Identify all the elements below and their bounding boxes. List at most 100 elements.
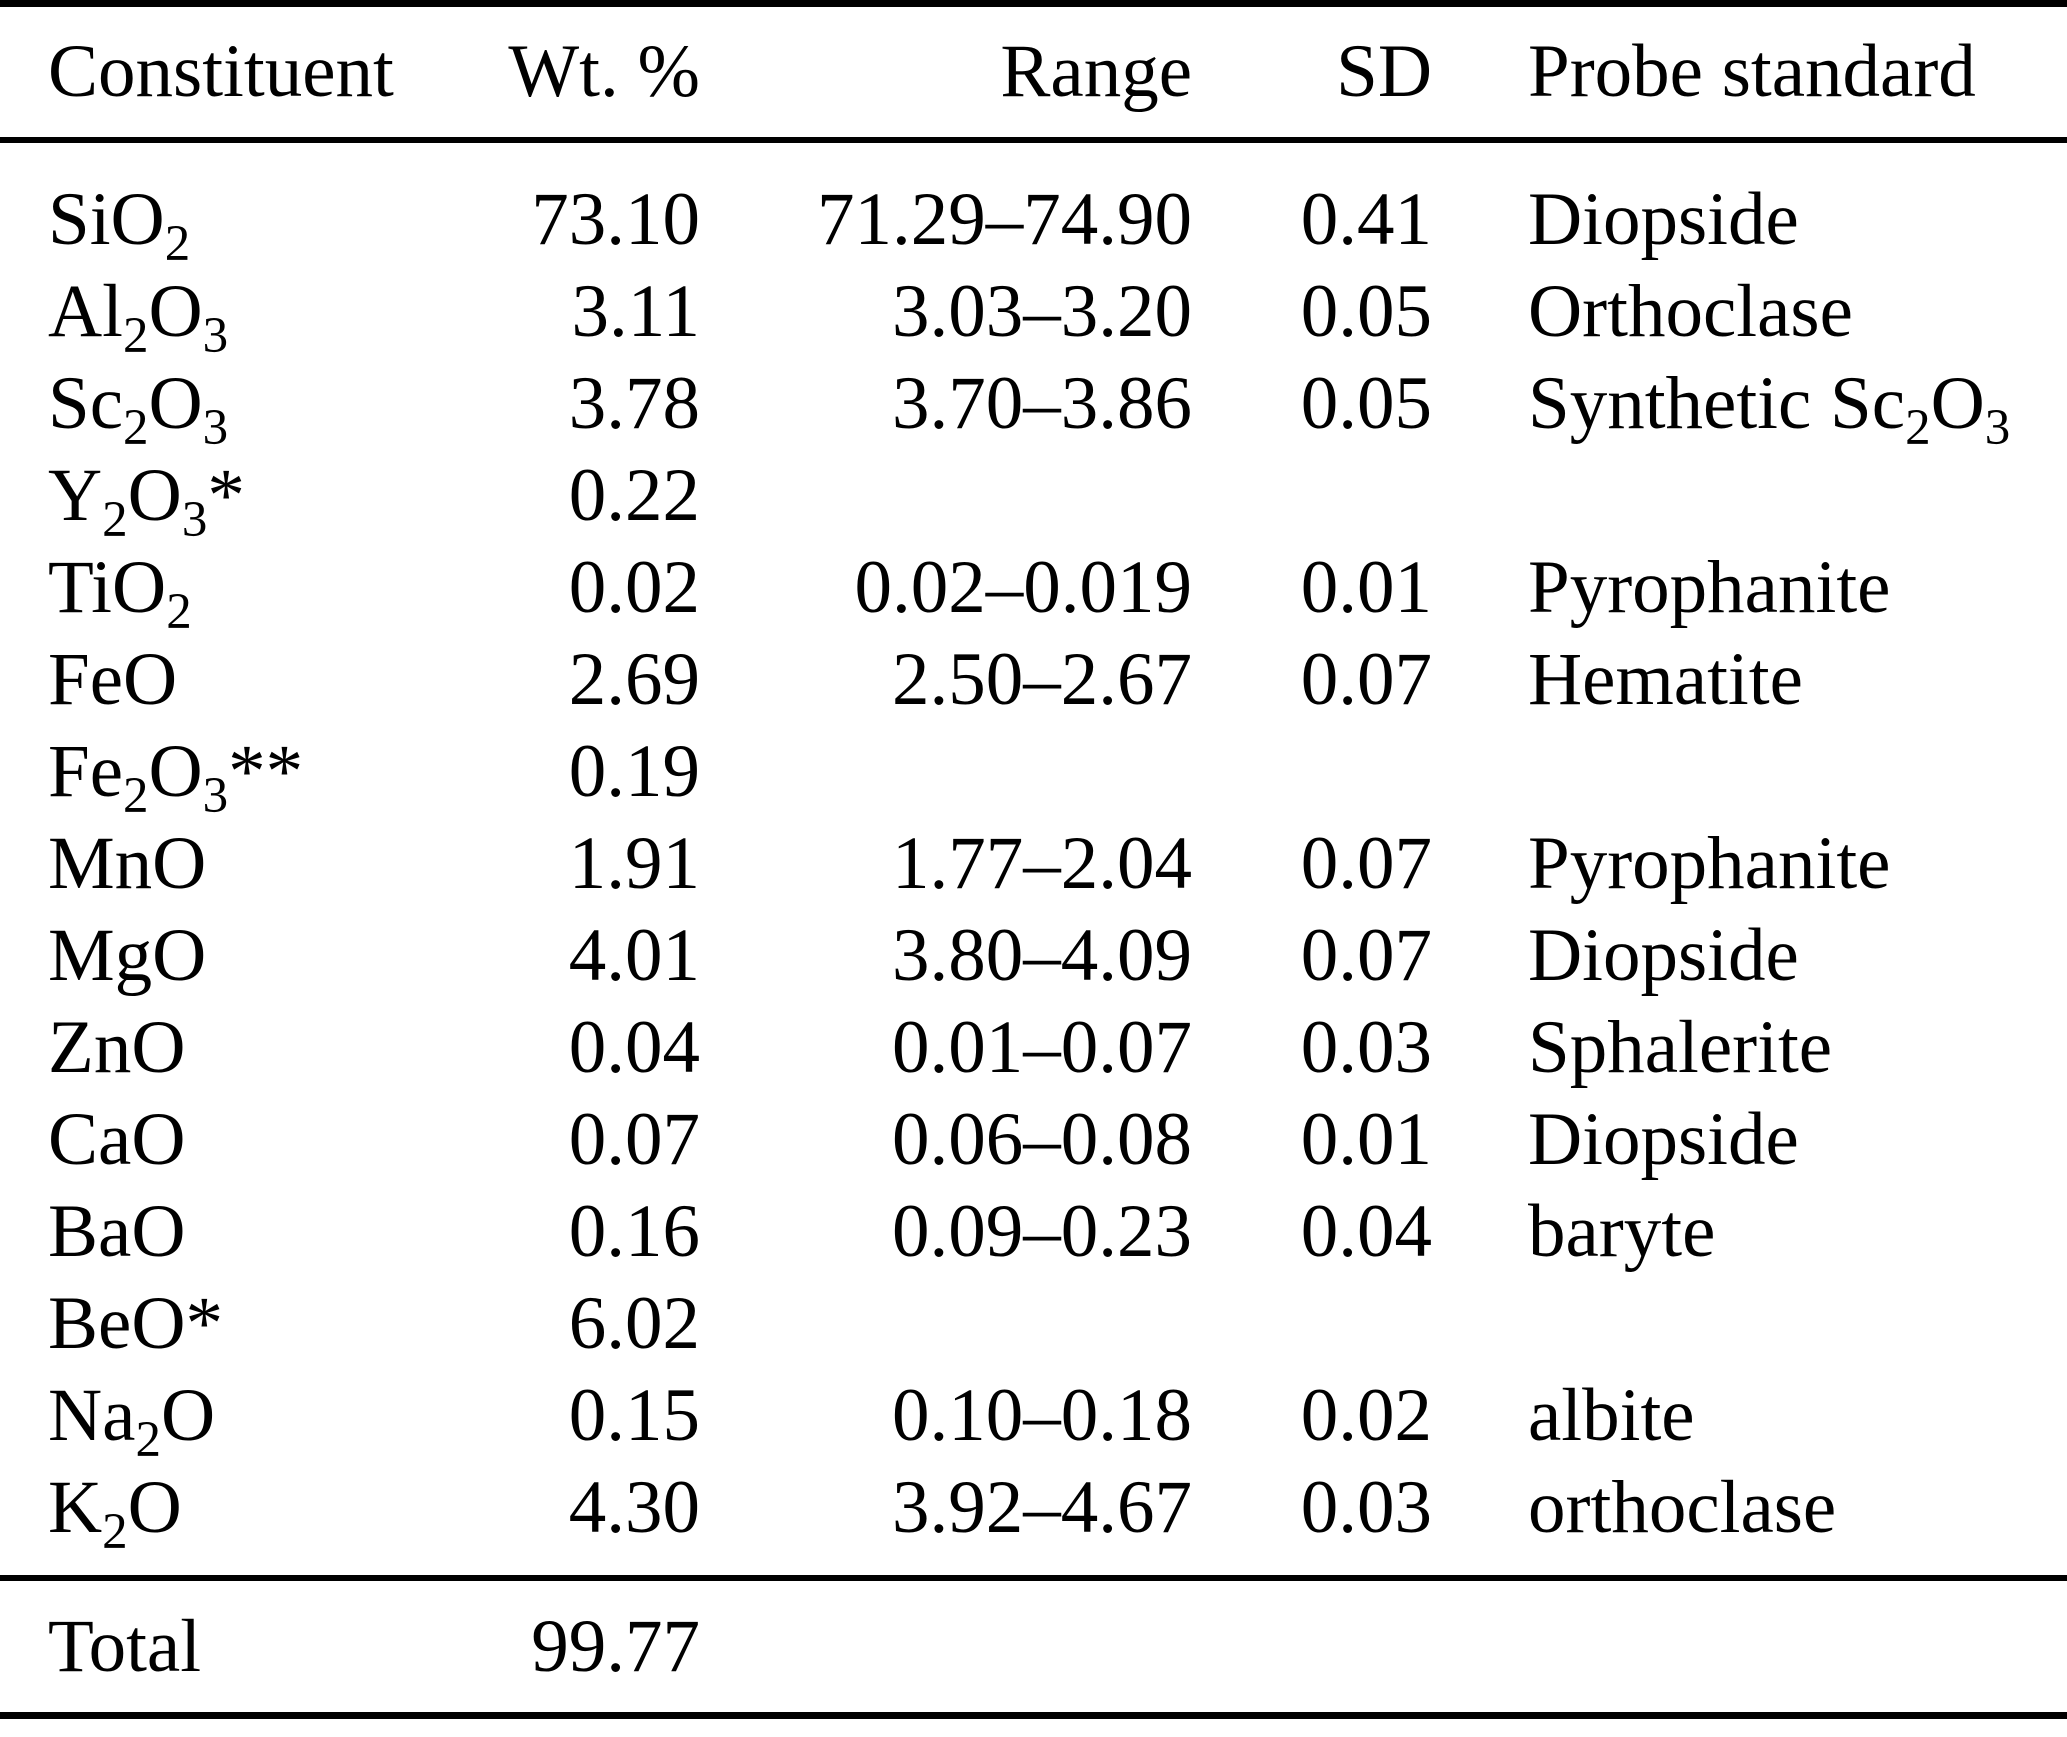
table-row: CaO 0.07 0.06–0.08 0.01 Diopside bbox=[0, 1094, 2067, 1186]
cell-constituent: Sc2O3 bbox=[48, 362, 229, 456]
cell-sd bbox=[1192, 1278, 1432, 1370]
table-row: BaO 0.16 0.09–0.23 0.04 baryte bbox=[0, 1186, 2067, 1278]
spacer-row bbox=[0, 140, 2067, 174]
table-row: MgO 4.01 3.80–4.09 0.07 Diopside bbox=[0, 910, 2067, 1002]
cell-probe-standard: Orthoclase bbox=[1528, 270, 1853, 353]
cell-sd: 0.05 bbox=[1300, 362, 1432, 445]
cell-constituent: BeO* bbox=[48, 1282, 223, 1365]
table-row: MnO 1.91 1.77–2.04 0.07 Pyrophanite bbox=[0, 818, 2067, 910]
cell-sd: 0.04 bbox=[1300, 1190, 1432, 1273]
cell-range: 3.03–3.20 bbox=[892, 270, 1192, 353]
cell-sd bbox=[1192, 450, 1432, 542]
cell-range: 2.50–2.67 bbox=[892, 638, 1192, 721]
cell-wt-percent: 2.69 bbox=[568, 638, 700, 721]
cell-wt-percent: 0.22 bbox=[568, 454, 700, 537]
cell-constituent: ZnO bbox=[48, 1006, 186, 1089]
cell-range: 0.09–0.23 bbox=[892, 1190, 1192, 1273]
cell-range: 0.01–0.07 bbox=[892, 1006, 1192, 1089]
cell-wt-percent: 0.07 bbox=[568, 1098, 700, 1181]
cell-sd: 0.03 bbox=[1300, 1006, 1432, 1089]
cell-range bbox=[700, 1278, 1192, 1370]
cell-sd: 0.41 bbox=[1300, 178, 1432, 261]
cell-sd: 0.07 bbox=[1300, 914, 1432, 997]
cell-probe-standard: albite bbox=[1528, 1374, 1695, 1457]
cell-probe-standard: baryte bbox=[1528, 1190, 1716, 1273]
cell-range: 0.06–0.08 bbox=[892, 1098, 1192, 1181]
cell-constituent: K2O bbox=[48, 1466, 182, 1560]
cell-wt-percent: 3.11 bbox=[571, 270, 700, 353]
cell-range: 0.10–0.18 bbox=[892, 1374, 1192, 1457]
cell-sd: 0.01 bbox=[1300, 1098, 1432, 1181]
cell-probe-standard: Hematite bbox=[1528, 638, 1803, 721]
table-row: SiO2 73.10 71.29–74.90 0.41 Diopside bbox=[0, 174, 2067, 272]
cell-range bbox=[700, 450, 1192, 542]
cell-constituent: MgO bbox=[48, 914, 207, 997]
header-probe-standard: Probe standard bbox=[1528, 30, 1976, 114]
cell-probe-standard bbox=[1432, 1278, 2067, 1370]
cell-range: 0.02–0.019 bbox=[854, 546, 1193, 629]
total-row: Total 99.77 bbox=[0, 1578, 2067, 1716]
cell-wt-percent: 73.10 bbox=[531, 178, 700, 261]
cell-constituent: Al2O3 bbox=[48, 270, 229, 364]
cell-probe-standard: orthoclase bbox=[1528, 1466, 1837, 1549]
cell-probe-standard: Synthetic Sc2O3 bbox=[1528, 362, 2011, 456]
cell-probe-standard: Diopside bbox=[1528, 1098, 1799, 1181]
cell-sd: 0.03 bbox=[1300, 1466, 1432, 1549]
header-constituent: Constituent bbox=[48, 30, 394, 114]
spacer-row bbox=[0, 1554, 2067, 1578]
cell-wt-percent: 0.16 bbox=[568, 1190, 700, 1273]
cell-wt-percent: 4.30 bbox=[568, 1466, 700, 1549]
cell-wt-percent: 0.02 bbox=[568, 546, 700, 629]
table-row: Fe2O3** 0.19 bbox=[0, 726, 2067, 824]
cell-wt-percent: 0.19 bbox=[568, 730, 700, 813]
cell-wt-percent: 3.78 bbox=[568, 362, 700, 445]
total-label: Total bbox=[48, 1604, 202, 1688]
cell-probe-standard: Diopside bbox=[1528, 914, 1799, 997]
cell-constituent: Na2O bbox=[48, 1374, 216, 1468]
cell-sd: 0.01 bbox=[1300, 546, 1432, 629]
cell-range: 71.29–74.90 bbox=[817, 178, 1192, 261]
cell-probe-standard: Pyrophanite bbox=[1528, 546, 1891, 629]
table-row: BeO* 6.02 bbox=[0, 1278, 2067, 1370]
cell-range: 1.77–2.04 bbox=[892, 822, 1192, 905]
cell-range: 3.80–4.09 bbox=[892, 914, 1192, 997]
cell-sd: 0.07 bbox=[1300, 638, 1432, 721]
cell-constituent: Fe2O3** bbox=[48, 730, 304, 824]
cell-sd: 0.02 bbox=[1300, 1374, 1432, 1457]
cell-probe-standard: Sphalerite bbox=[1528, 1006, 1833, 1089]
cell-constituent: TiO2 bbox=[48, 546, 192, 640]
table-row: Sc2O3 3.78 3.70–3.86 0.05 Synthetic Sc2O3 bbox=[0, 358, 2067, 456]
cell-constituent: MnO bbox=[48, 822, 207, 905]
cell-wt-percent: 1.91 bbox=[568, 822, 700, 905]
table-row: K2O 4.30 3.92–4.67 0.03 orthoclase bbox=[0, 1462, 2067, 1560]
cell-probe-standard: Diopside bbox=[1528, 178, 1799, 261]
cell-probe-standard: Pyrophanite bbox=[1528, 822, 1891, 905]
total-value: 99.77 bbox=[531, 1604, 700, 1688]
cell-wt-percent: 4.01 bbox=[568, 914, 700, 997]
cell-sd: 0.05 bbox=[1300, 270, 1432, 353]
cell-range: 3.70–3.86 bbox=[892, 362, 1192, 445]
table-row: Al2O3 3.11 3.03–3.20 0.05 Orthoclase bbox=[0, 266, 2067, 364]
cell-range bbox=[700, 726, 1192, 818]
table-header: Constituent Wt. % Range SD Probe standar… bbox=[0, 4, 2067, 140]
header-wt-percent: Wt. % bbox=[508, 30, 700, 114]
table-body: SiO2 73.10 71.29–74.90 0.41 Diopside Al2O3 3.1… bbox=[0, 140, 2067, 1578]
header-row: Constituent Wt. % Range SD Probe standar… bbox=[0, 4, 2067, 140]
cell-constituent: SiO2 bbox=[48, 178, 191, 272]
cell-sd bbox=[1192, 726, 1432, 818]
cell-wt-percent: 0.15 bbox=[568, 1374, 700, 1457]
table-row: Y2O3* 0.22 bbox=[0, 450, 2067, 546]
header-sd: SD bbox=[1336, 30, 1432, 114]
table-footer: Total 99.77 bbox=[0, 1578, 2067, 1716]
cell-probe-standard bbox=[1432, 450, 2067, 542]
cell-range: 3.92–4.67 bbox=[892, 1466, 1192, 1549]
table-row: Na2O 0.15 0.10–0.18 0.02 albite bbox=[0, 1370, 2067, 1468]
table-row: FeO 2.69 2.50–2.67 0.07 Hematite bbox=[0, 634, 2067, 726]
cell-constituent: BaO bbox=[48, 1190, 186, 1273]
cell-probe-standard bbox=[1432, 726, 2067, 818]
header-range: Range bbox=[1000, 30, 1192, 114]
table-row: ZnO 0.04 0.01–0.07 0.03 Sphalerite bbox=[0, 1002, 2067, 1094]
cell-wt-percent: 0.04 bbox=[568, 1006, 700, 1089]
